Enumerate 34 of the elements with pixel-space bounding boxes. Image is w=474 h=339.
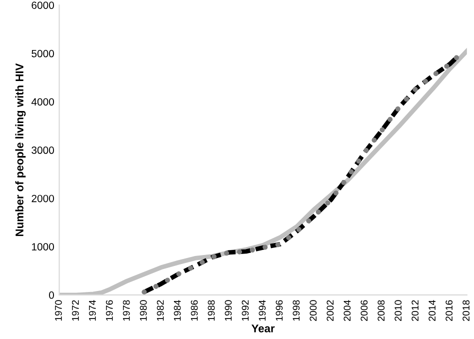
y-tick-label: 0 [49,291,54,299]
x-tick-label: 1992 [242,300,249,321]
x-tick-label: 1984 [174,300,181,321]
x-tick-label: 2006 [360,300,368,321]
x-tick-label: 1970 [54,300,62,321]
y-tick-label: 5000 [32,50,54,58]
x-tick-label: 2002 [326,300,334,321]
y-tick-label: 2000 [32,194,54,202]
x-tick-label: 1986 [190,300,198,321]
y-tick-label: 6000 [32,2,54,9]
x-tick-label: 1988 [208,300,215,321]
x-tick-label: 1974 [88,300,96,321]
y-tick-label: 3000 [32,146,54,154]
x-tick-label: 2016 [446,300,453,321]
y-tick-label: 1000 [32,243,54,250]
x-tick-label: 1982 [156,300,164,321]
x-axis-title: Year [252,324,275,332]
x-tick-label: 2010 [394,300,402,321]
x-tick-label: 1998 [292,300,300,321]
x-tick-label: 1980 [140,300,147,321]
x-tick-label: 1990 [224,300,232,321]
x-tick-label: 1996 [276,300,283,321]
x-tick-label: 2008 [378,300,385,321]
x-tick-label: 1976 [106,300,113,321]
y-axis-title: Number of people living with HIV [15,63,26,236]
x-tick-label: 1994 [258,300,266,321]
x-tick-label: 2000 [310,300,317,321]
x-tick-label: 2004 [344,300,351,321]
x-tick-label: 2014 [428,300,436,321]
x-tick-label: 2012 [412,300,419,321]
x-tick-label: 1972 [72,300,79,321]
y-tick-label: 4000 [31,98,54,106]
x-tick-label: 2018 [462,300,470,321]
x-tick-label: 1978 [122,300,130,321]
